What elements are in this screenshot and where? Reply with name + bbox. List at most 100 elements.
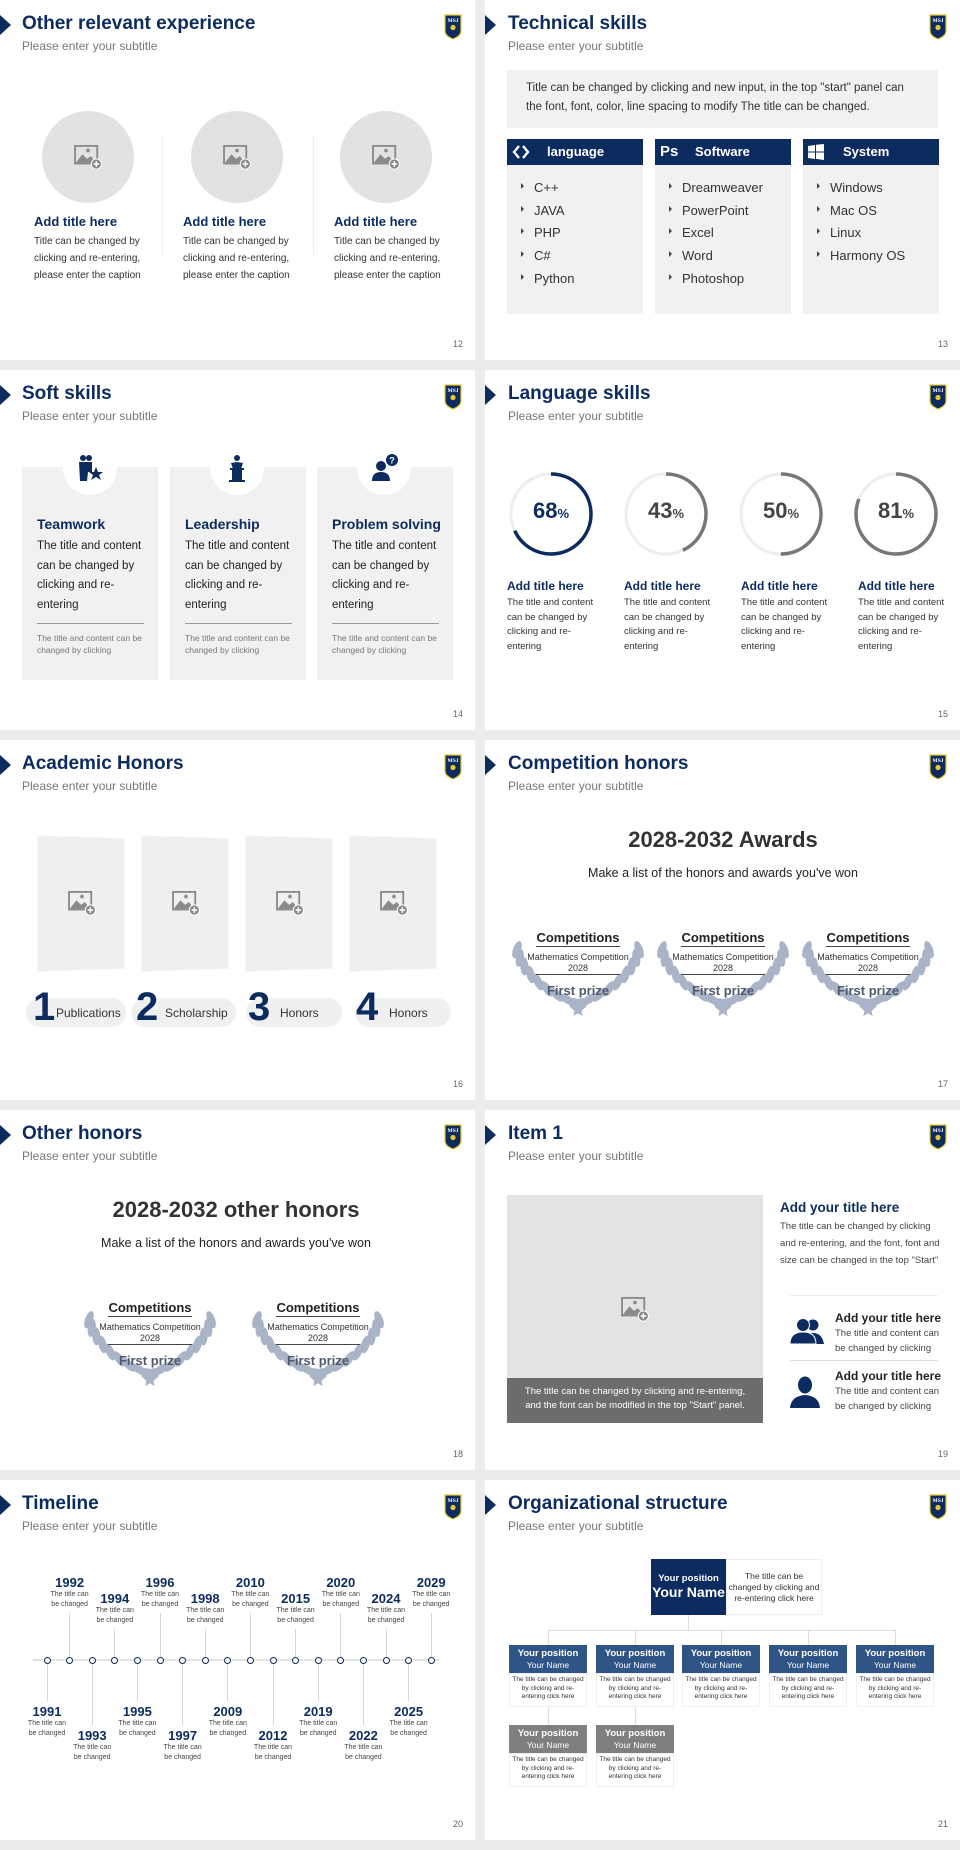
- timeline-text: be changed: [254, 1753, 292, 1761]
- award-year: 2028: [712, 963, 734, 973]
- slide-subtitle: Please enter your subtitle: [508, 779, 644, 793]
- page-number: 19: [937, 1449, 948, 1459]
- timeline-text: The title can: [73, 1744, 112, 1751]
- logo-text: MSJ: [933, 1498, 944, 1504]
- slide-content: Add title here Title can be changed by cli…: [0, 0, 475, 360]
- language-title: Add title here: [858, 579, 935, 593]
- timeline-dot[interactable]: [201, 1656, 209, 1664]
- image-placeholder-circle[interactable]: [340, 111, 432, 203]
- timeline-text: be changed: [119, 1729, 156, 1737]
- org-position: Your position: [604, 1728, 666, 1739]
- image-placeholder-circle[interactable]: [42, 111, 134, 203]
- laurel-wreath-icon: [80, 1290, 220, 1386]
- logo-text: MSJ: [933, 1128, 944, 1134]
- org-name: Your Name: [873, 1660, 917, 1670]
- timeline-dot[interactable]: [405, 1656, 413, 1664]
- timeline-text: The title can: [231, 1591, 270, 1598]
- timeline-dot[interactable]: [314, 1656, 322, 1664]
- item-text: The title and content can: [835, 1386, 940, 1397]
- timeline-dot[interactable]: [156, 1656, 164, 1664]
- progress-ring-fill: [854, 472, 938, 556]
- language-title: Add title here: [741, 579, 818, 593]
- timeline-dot[interactable]: [427, 1656, 435, 1664]
- skill-item: Photoshop: [682, 270, 745, 286]
- skill-column-header: [803, 139, 939, 165]
- timeline-dot[interactable]: [269, 1656, 277, 1664]
- timeline-text: be changed: [186, 1616, 224, 1624]
- card-caption: please enter the caption: [34, 270, 141, 281]
- skill-item: C++: [534, 180, 559, 195]
- caption-text: The title can be changed by clicking and…: [524, 1386, 746, 1397]
- timeline-text: The title can: [276, 1607, 315, 1614]
- timeline-dot[interactable]: [43, 1656, 51, 1664]
- timeline-dot[interactable]: [359, 1656, 367, 1664]
- award-year: 2028: [857, 963, 879, 973]
- page-number: 18: [452, 1449, 463, 1459]
- language-text: The title and content: [741, 597, 828, 608]
- org-desc: entering click here: [694, 1693, 748, 1701]
- timeline-text: The title can: [299, 1720, 338, 1727]
- timeline-dot[interactable]: [66, 1656, 74, 1664]
- org-root-box[interactable]: [651, 1559, 726, 1615]
- org-desc: by clicking and re-: [781, 1684, 835, 1692]
- timeline-year: 2024: [371, 1591, 401, 1606]
- progress-number: 81: [877, 498, 903, 523]
- item-text: The title and content can: [835, 1328, 940, 1339]
- award-year: 2028: [139, 1333, 161, 1343]
- org-node-header[interactable]: [856, 1645, 934, 1673]
- honor-label: Publications: [56, 1006, 121, 1020]
- honor-number: 3: [248, 985, 271, 1029]
- org-node-desc-box: [856, 1673, 934, 1707]
- leadership-podium-icon: [223, 454, 253, 482]
- skill-column-label: System: [843, 144, 890, 159]
- timeline-dot[interactable]: [337, 1656, 345, 1664]
- timeline-text: The title can: [321, 1591, 360, 1598]
- award-event: Mathematics Competition: [672, 952, 774, 962]
- slide-content: 1 Publications 2 Scholarship 3 Honors 4 Honors: [0, 740, 475, 1100]
- timeline-dot[interactable]: [111, 1656, 119, 1664]
- section-marker-icon: [485, 1125, 496, 1145]
- skill-column-panel: [655, 165, 791, 314]
- timeline-connector: [227, 1663, 229, 1701]
- progress-number: 43: [647, 498, 673, 523]
- org-node-header[interactable]: [596, 1645, 674, 1673]
- honors-heading: 2028-2032 Awards: [628, 827, 818, 852]
- timeline-year: 2022: [348, 1728, 378, 1743]
- timeline-dot[interactable]: [224, 1656, 232, 1664]
- timeline-dot[interactable]: [292, 1656, 300, 1664]
- timeline-dot[interactable]: [382, 1656, 390, 1664]
- org-connector: [548, 1630, 549, 1645]
- org-connector: [635, 1630, 636, 1645]
- slide-19: Item 1 Please enter your subtitle MSJ 19 The…: [485, 1110, 960, 1470]
- timeline-connector: [114, 1629, 116, 1657]
- org-node-header[interactable]: [596, 1725, 674, 1753]
- timeline-dot[interactable]: [88, 1656, 96, 1664]
- project-image-placeholder[interactable]: [507, 1195, 763, 1378]
- timeline-year: 1991: [32, 1704, 62, 1719]
- org-node-header[interactable]: [509, 1725, 587, 1753]
- timeline-dot[interactable]: [246, 1656, 254, 1664]
- image-placeholder-circle[interactable]: [191, 111, 283, 203]
- skill-card-note: changed by clicking: [37, 645, 112, 655]
- language-text: can be changed by: [624, 611, 705, 623]
- timeline-dot[interactable]: [179, 1656, 187, 1664]
- award-event: Mathematics Competition: [817, 952, 919, 962]
- honor-pill: [131, 998, 236, 1027]
- skill-card-note: changed by clicking: [332, 645, 407, 655]
- progress-value: 81%: [856, 498, 936, 524]
- org-node-header[interactable]: [509, 1645, 587, 1673]
- org-node-header[interactable]: [682, 1645, 760, 1673]
- card-caption: clicking and re-entering,: [334, 253, 441, 264]
- org-position: Your position: [864, 1648, 926, 1659]
- page-number: 13: [937, 339, 948, 349]
- timeline-dot[interactable]: [133, 1656, 141, 1664]
- section-marker-icon: [0, 1495, 11, 1515]
- skill-item: Python: [534, 270, 575, 286]
- org-desc: re-entering click here: [734, 1593, 814, 1603]
- slide-subtitle: Please enter your subtitle: [22, 1149, 158, 1163]
- award-prize: First prize: [546, 983, 610, 998]
- timeline-text: The title can: [163, 1744, 202, 1751]
- timeline-connector: [249, 1613, 251, 1657]
- org-node-header[interactable]: [769, 1645, 847, 1673]
- timeline-text: be changed: [412, 1600, 450, 1608]
